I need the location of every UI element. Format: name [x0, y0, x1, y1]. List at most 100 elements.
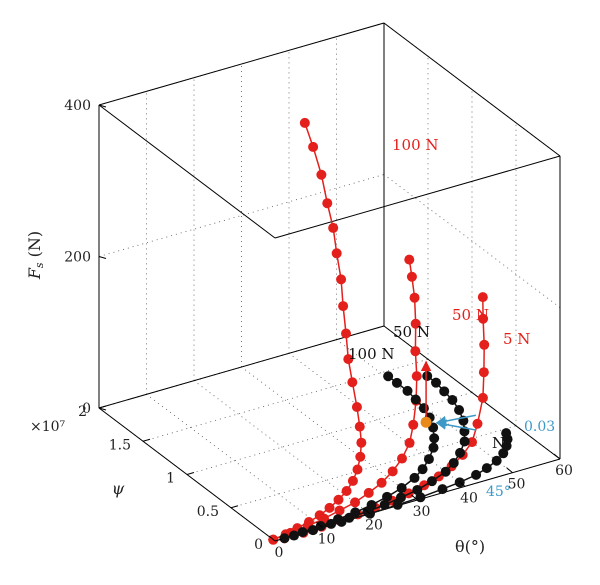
x-tick-mark	[316, 521, 323, 528]
x-tick-mark	[411, 494, 418, 501]
data-point	[408, 419, 419, 430]
data-point	[459, 436, 470, 447]
data-point	[333, 494, 344, 505]
data-point	[363, 487, 374, 498]
data-point	[336, 274, 347, 285]
data-point	[279, 533, 290, 544]
z-tick-label: 400	[64, 98, 91, 114]
z-tick-mark	[98, 407, 107, 411]
data-point	[410, 346, 421, 357]
series-red_100	[268, 117, 367, 545]
data-point	[383, 371, 394, 382]
data-point	[396, 483, 407, 494]
box-edge	[98, 104, 276, 239]
y-tick-mark	[274, 538, 283, 542]
y-tick-label: 1	[166, 471, 175, 487]
data-point	[331, 248, 342, 259]
x-axis-label: θ(°)	[455, 537, 485, 556]
data-point	[406, 271, 417, 282]
label-blue-angle: 45°	[486, 484, 511, 500]
x-tick-label: 20	[365, 518, 383, 534]
data-point	[472, 418, 483, 429]
data-point	[338, 301, 349, 312]
y-tick-mark	[186, 472, 195, 475]
data-point	[491, 455, 502, 466]
grid-layer	[98, 22, 561, 542]
data-point	[478, 367, 489, 378]
y-tick-mark	[142, 438, 151, 442]
data-point	[418, 403, 429, 414]
label-black-50n: 50 N	[393, 323, 430, 341]
z-tick-mark	[98, 104, 107, 108]
y-tick-label: 0	[254, 537, 263, 553]
data-point	[347, 475, 358, 486]
box-edge	[98, 22, 385, 106]
data-point	[402, 385, 413, 396]
series-black_5	[308, 428, 513, 536]
data-point	[409, 472, 420, 483]
x-tick-label: 0	[275, 545, 284, 561]
x-tick-mark	[268, 535, 276, 542]
data-point	[308, 525, 318, 536]
data-point	[316, 169, 327, 180]
data-point	[404, 254, 415, 265]
data-point	[308, 141, 319, 152]
box-edge	[383, 22, 561, 157]
data-point	[454, 404, 465, 415]
data-point	[471, 469, 482, 480]
data-point	[392, 499, 403, 510]
grid-floor-x	[193, 380, 371, 514]
x-tick-label: 40	[460, 490, 478, 506]
grid-floor-x	[146, 394, 323, 528]
x-tick-mark	[363, 508, 371, 515]
data-point	[447, 394, 458, 405]
x-tick-label: 60	[555, 463, 573, 479]
data-point	[431, 377, 442, 388]
data-point	[437, 484, 448, 495]
data-point	[343, 354, 354, 365]
data-point	[410, 394, 421, 405]
data-point	[352, 464, 363, 475]
data-point	[411, 371, 422, 382]
data-point	[481, 463, 492, 474]
data-point	[387, 466, 398, 477]
data-point	[379, 499, 390, 510]
data-point	[478, 313, 489, 324]
data-point	[356, 437, 367, 448]
y-tick-mark	[98, 405, 107, 409]
data-point	[336, 516, 347, 527]
data-point	[410, 318, 421, 329]
data-point	[322, 198, 333, 209]
data-point	[397, 453, 407, 464]
data-point	[428, 442, 439, 453]
data-point	[479, 339, 490, 350]
data-point	[409, 292, 420, 303]
data-point	[355, 451, 366, 462]
x-tick-label: 10	[318, 531, 336, 547]
label-black-5n: N	[492, 434, 505, 452]
z-tick-mark	[98, 256, 107, 259]
data-point	[347, 377, 358, 388]
data-point	[455, 447, 466, 458]
grid-floor-x	[241, 366, 418, 501]
data-point	[299, 117, 310, 128]
data-point	[351, 402, 362, 413]
axes-box	[98, 22, 561, 542]
arrow-blue	[435, 414, 477, 427]
z-axis-label: Fs (N)	[25, 231, 46, 280]
data-point	[376, 477, 387, 488]
marker-point	[420, 416, 432, 428]
data-point	[417, 464, 428, 475]
data-point	[439, 386, 450, 397]
label-red-100n: 100 N	[392, 136, 439, 154]
data-point	[448, 457, 459, 468]
data-point	[341, 328, 352, 339]
data-point	[326, 518, 337, 529]
data-point	[429, 433, 440, 444]
data-point	[422, 371, 433, 382]
data-point	[289, 530, 299, 541]
data-point	[415, 492, 426, 503]
y-axis-multiplier: ×10⁷	[30, 419, 66, 435]
data-point	[477, 292, 488, 303]
